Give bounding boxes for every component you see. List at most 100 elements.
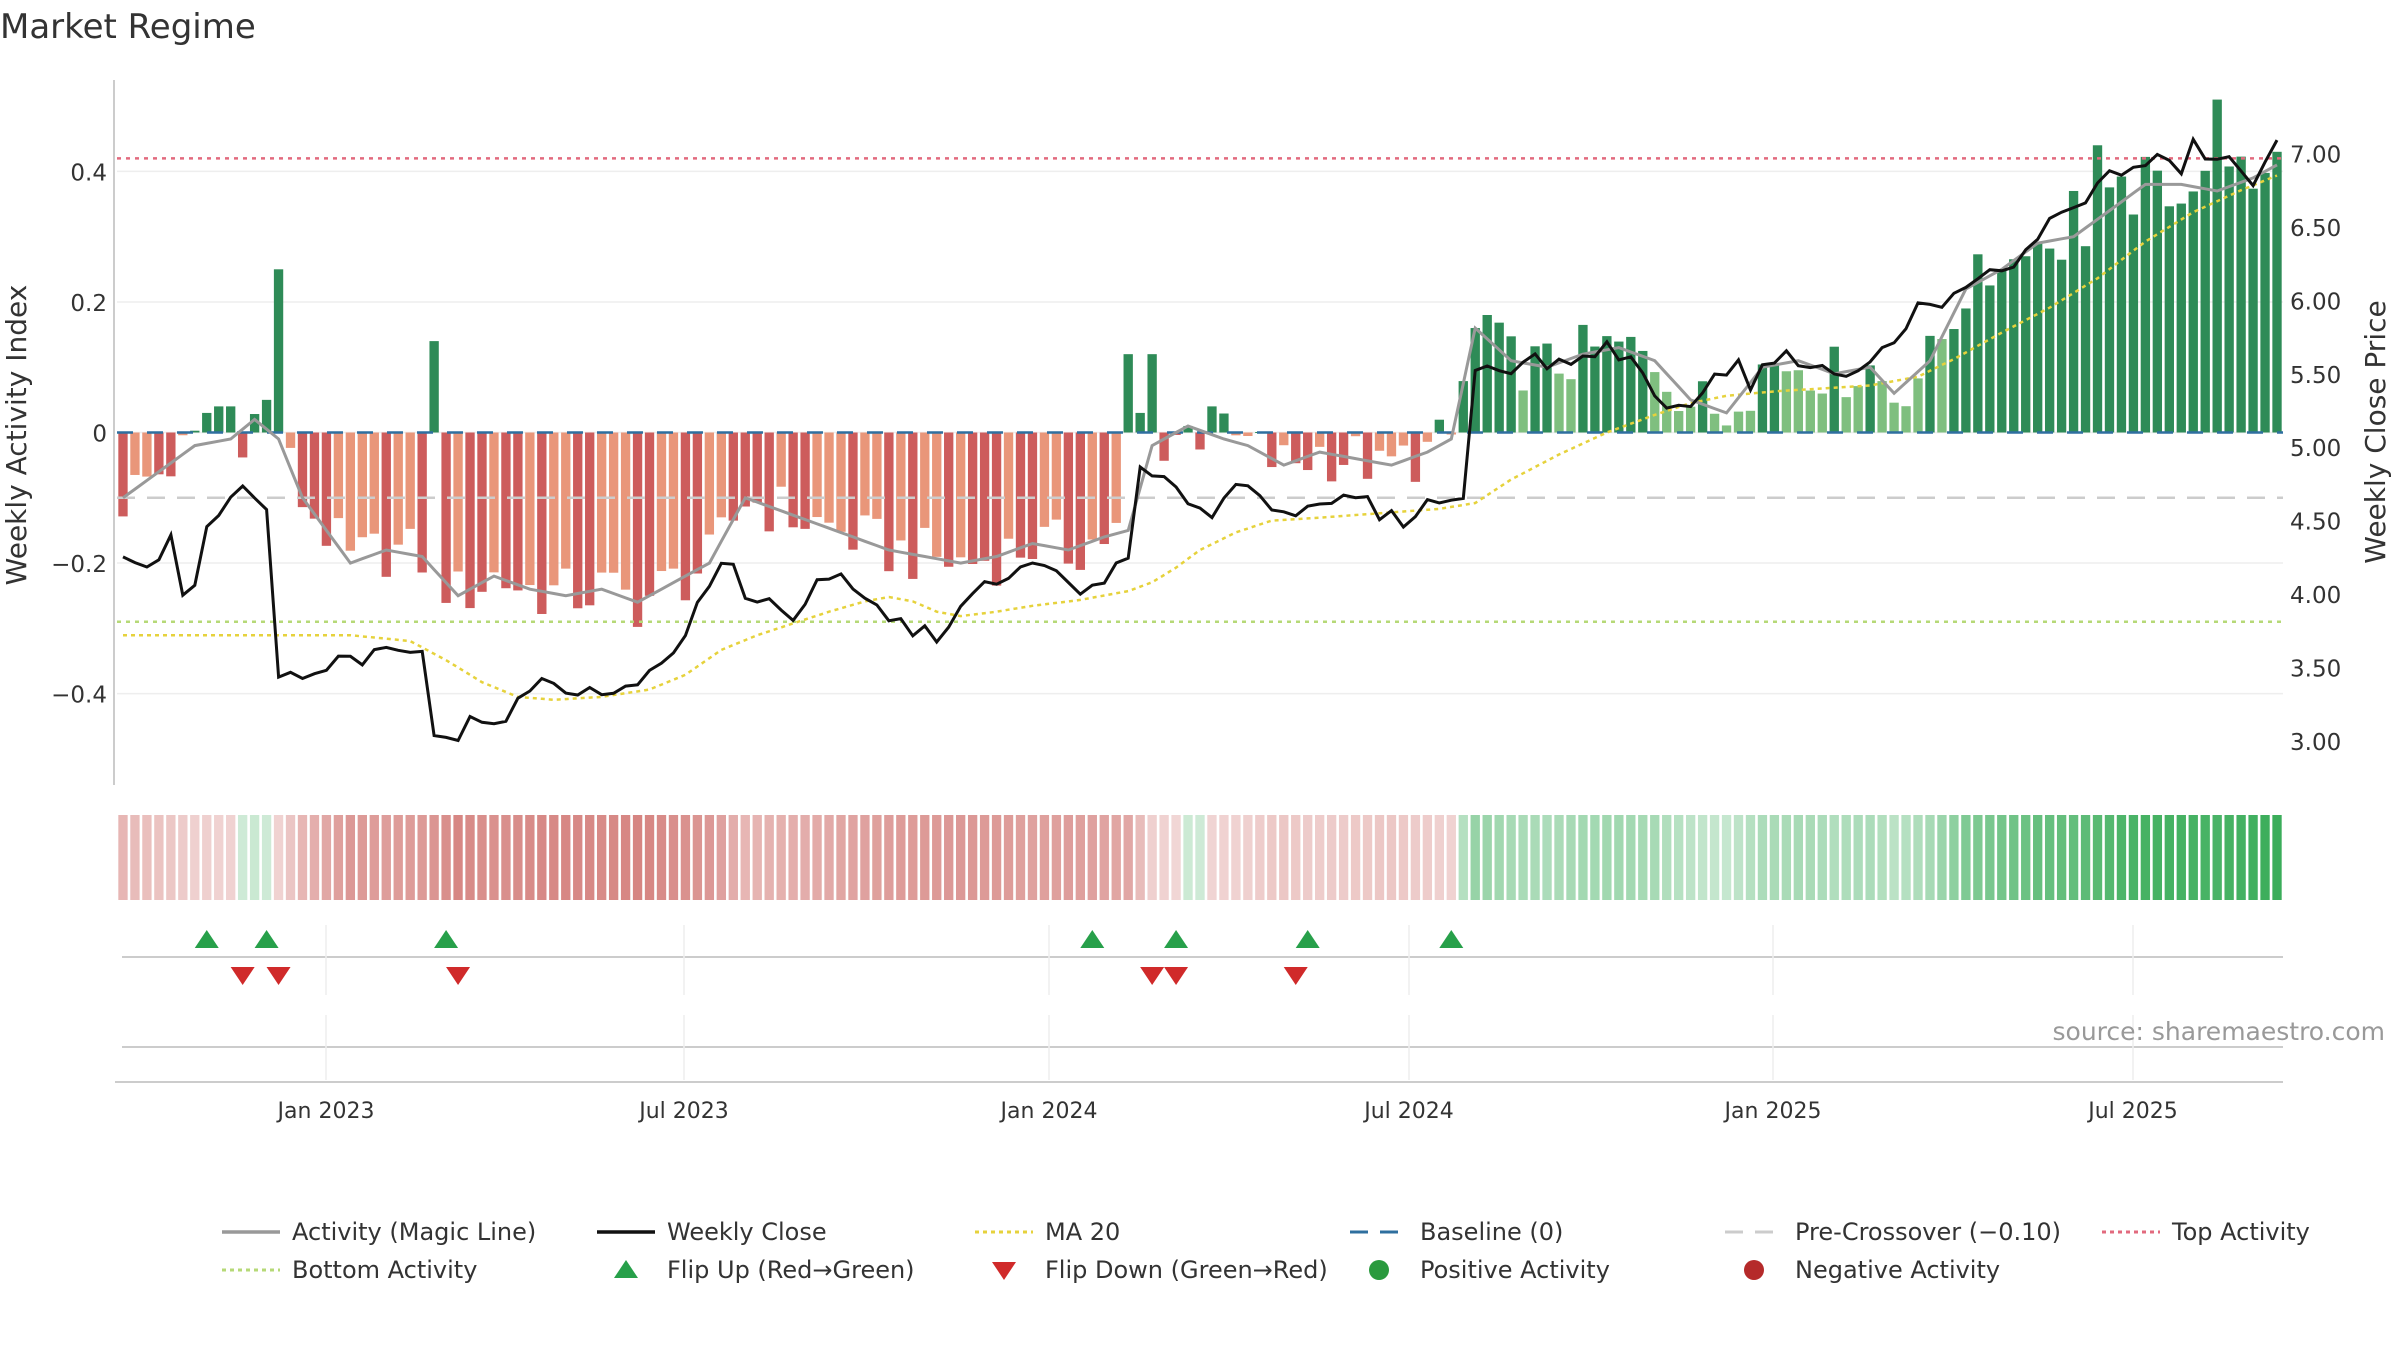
heat-cell xyxy=(776,815,786,900)
legend-label: Flip Up (Red→Green) xyxy=(667,1256,915,1284)
activity-bar xyxy=(955,432,966,558)
legend-item: Pre-Crossover (−0.10) xyxy=(1725,1218,2061,1246)
heat-cell xyxy=(405,815,415,900)
heat-cell xyxy=(429,815,439,900)
left-tick-label: 0.4 xyxy=(70,160,107,186)
left-axis: 0.4 0.2 0 −0.2 −0.4 xyxy=(51,160,107,708)
heat-cell xyxy=(656,815,667,900)
heat-cell xyxy=(1614,815,1624,900)
activity-bar xyxy=(932,432,942,557)
activity-bar xyxy=(297,432,308,508)
heat-cell xyxy=(2080,815,2091,900)
flip-up-marker xyxy=(1439,930,1464,948)
heat-cell xyxy=(1243,815,1253,900)
x-axis: Jan 2023 Jul 2023 Jan 2024 Jul 2024 Jan 2025… xyxy=(276,925,2178,1124)
legend-item: Bottom Activity xyxy=(222,1256,477,1284)
heat-cell xyxy=(920,815,930,900)
heat-cell xyxy=(1123,815,1133,900)
activity-bar xyxy=(1386,432,1397,457)
activity-bar xyxy=(333,432,344,519)
activity-bar xyxy=(2116,176,2127,433)
activity-bar xyxy=(1398,432,1409,446)
activity-bar xyxy=(1554,373,1564,433)
activity-bar xyxy=(2068,190,2079,433)
heat-cell xyxy=(561,815,571,900)
heat-cell xyxy=(2260,815,2270,900)
heat-cell xyxy=(1554,815,1564,900)
right-tick-label: 5.00 xyxy=(2290,436,2341,462)
heat-cell xyxy=(369,815,379,900)
heat-cell xyxy=(1721,815,1732,900)
activity-bar xyxy=(1159,432,1169,461)
activity-bar xyxy=(1817,393,1827,433)
heat-cell xyxy=(1458,815,1468,900)
activity-bar xyxy=(1889,402,1899,433)
regime-heat-strip xyxy=(118,815,2282,900)
heat-cell xyxy=(1279,815,1289,900)
legend-item: Weekly Close xyxy=(597,1218,827,1246)
heat-cell xyxy=(1518,815,1528,900)
activity-bar xyxy=(752,432,762,503)
heat-cell xyxy=(549,815,559,900)
activity-bar xyxy=(1590,346,1600,433)
activity-bar xyxy=(2164,206,2174,433)
right-tick-label: 5.50 xyxy=(2290,363,2341,389)
activity-bar xyxy=(1602,336,1612,433)
activity-bar xyxy=(1183,425,1193,433)
heat-cell xyxy=(1638,815,1648,900)
activity-bar xyxy=(872,432,882,519)
heat-cell xyxy=(1039,815,1050,900)
activity-bar xyxy=(154,432,164,475)
heat-cell xyxy=(1434,815,1445,900)
legend-label: Weekly Close xyxy=(667,1218,827,1246)
heat-cell xyxy=(1111,815,1121,900)
heat-cell xyxy=(1470,815,1480,900)
heat-cell xyxy=(393,815,403,900)
activity-bar xyxy=(620,432,631,590)
heat-cell xyxy=(1362,815,1373,900)
activity-bar xyxy=(1961,308,1971,433)
heat-cell xyxy=(979,815,990,900)
activity-bar xyxy=(525,432,535,586)
heat-cell xyxy=(1398,815,1409,900)
legend-item: Positive Activity xyxy=(1369,1256,1610,1284)
activity-bar xyxy=(1685,406,1696,433)
heat-cell xyxy=(1051,815,1062,900)
activity-bar xyxy=(1458,381,1468,433)
right-tick-label: 3.00 xyxy=(2290,730,2341,756)
heat-cell xyxy=(2200,815,2210,900)
flip-up-marker xyxy=(1080,930,1105,948)
heat-cell xyxy=(1171,815,1181,900)
activity-bar xyxy=(1709,413,1720,433)
legend-label: Baseline (0) xyxy=(1420,1218,1563,1246)
activity-bar xyxy=(573,432,583,609)
heat-cell xyxy=(297,815,308,900)
heat-cell xyxy=(1446,815,1456,900)
activity-bar xyxy=(273,269,284,433)
heat-cell xyxy=(1063,815,1074,900)
activity-bar xyxy=(285,432,296,448)
flip-down-marker xyxy=(446,967,471,985)
activity-bar xyxy=(369,432,379,534)
heat-cell xyxy=(226,815,236,900)
heat-cell xyxy=(764,815,774,900)
right-axis-label: Weekly Close Price xyxy=(2359,300,2392,563)
activity-bar xyxy=(1674,411,1684,433)
reference-lines xyxy=(117,157,2283,624)
activity-bar xyxy=(489,432,499,573)
activity-bar xyxy=(1937,339,1947,433)
activity-bar xyxy=(728,432,738,521)
legend-label: Activity (Magic Line) xyxy=(292,1218,536,1246)
activity-bar xyxy=(1865,365,1875,433)
heat-cell xyxy=(309,815,320,900)
heat-cell xyxy=(632,815,643,900)
activity-bar xyxy=(2080,246,2091,433)
activity-bar xyxy=(2033,242,2043,433)
heat-cell xyxy=(1422,815,1433,900)
heat-cell xyxy=(1650,815,1660,900)
activity-bar xyxy=(908,432,918,579)
heat-cell xyxy=(1997,815,2007,900)
legend-item: MA 20 xyxy=(975,1218,1120,1246)
heat-cell xyxy=(932,815,942,900)
